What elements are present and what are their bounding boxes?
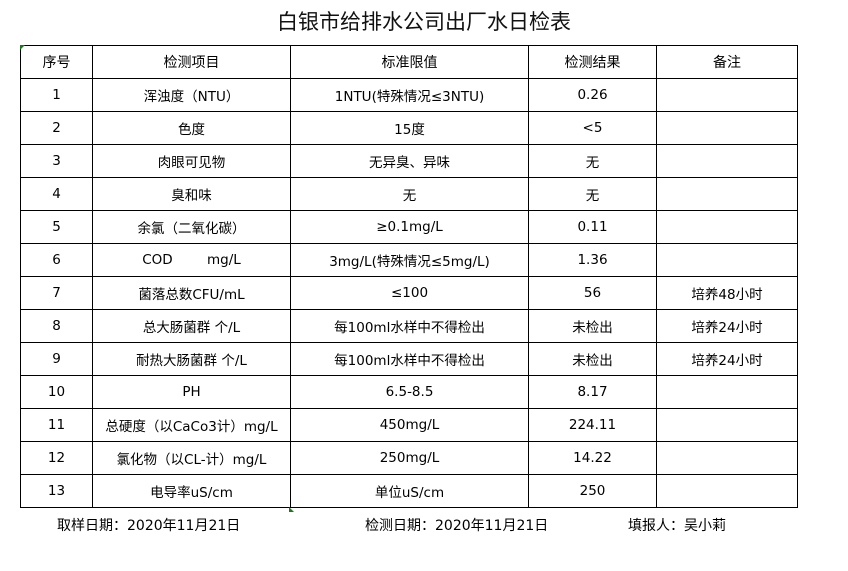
cell-result[interactable]: 224.11 (528, 408, 657, 442)
cell-item[interactable]: 总硬度（以CaCo3计）mg/L (92, 408, 291, 442)
cell-standard[interactable]: 单位uS/cm (290, 474, 529, 508)
cell-note[interactable]: 培养24小时 (656, 309, 798, 343)
cell-seq[interactable]: 8 (20, 309, 93, 343)
table-row: 10 PH 6.5-8.5 8.17 (20, 375, 798, 409)
header-row: 序号 检测项目 标准限值 检测结果 备注 (20, 45, 798, 79)
cell-note[interactable] (656, 474, 798, 508)
header-seq: 序号 (20, 45, 93, 79)
cell-standard[interactable]: 450mg/L (290, 408, 529, 442)
cell-item[interactable]: 氯化物（以CL-计）mg/L (92, 441, 291, 475)
cell-standard[interactable]: ≤100 (290, 276, 529, 310)
table-row: 13 电导率uS/cm 单位uS/cm 250 (20, 474, 798, 508)
reporter: 填报人：吴小莉 (628, 518, 726, 534)
table-row: 8 总大肠菌群 个/L 每100ml水样中不得检出 未检出 培养24小时 (20, 309, 798, 343)
sample-date: 取样日期：2020年11月21日 (57, 518, 241, 534)
cell-note[interactable] (656, 408, 798, 442)
table-row: 9 耐热大肠菌群 个/L 每100ml水样中不得检出 未检出 培养24小时 (20, 342, 798, 376)
cell-seq[interactable]: 4 (20, 177, 93, 211)
cell-note[interactable]: 培养24小时 (656, 342, 798, 376)
cell-standard[interactable]: 每100ml水样中不得检出 (290, 342, 529, 376)
test-date: 检测日期：2020年11月21日 (365, 518, 549, 534)
cell-note[interactable]: 培养48小时 (656, 276, 798, 310)
cell-result[interactable]: 14.22 (528, 441, 657, 475)
cell-seq[interactable]: 13 (20, 474, 93, 508)
cell-note[interactable] (656, 144, 798, 178)
cell-note[interactable] (656, 210, 798, 244)
table-row: 7 菌落总数CFU/mL ≤100 56 培养48小时 (20, 276, 798, 310)
cell-note[interactable] (656, 177, 798, 211)
table-row: 4 臭和味无无 (20, 177, 798, 211)
header-item: 检测项目 (92, 45, 291, 79)
cell-standard[interactable]: 15度 (290, 111, 529, 145)
cell-standard[interactable]: 1NTU(特殊情况≤3NTU) (290, 78, 529, 112)
table-row: 12 氯化物（以CL-计）mg/L 250mg/L 14.22 (20, 441, 798, 475)
cell-seq[interactable]: 1 (20, 78, 93, 112)
cell-result[interactable]: 56 (528, 276, 657, 310)
cell-item[interactable]: 菌落总数CFU/mL (92, 276, 291, 310)
cell-comment-marker (289, 507, 294, 512)
cell-result[interactable]: 0.11 (528, 210, 657, 244)
cell-result[interactable]: 无 (528, 144, 657, 178)
cell-standard[interactable]: ≥0.1mg/L (290, 210, 529, 244)
cell-item[interactable]: 耐热大肠菌群 个/L (92, 342, 291, 376)
cell-item[interactable]: 浑浊度（NTU） (92, 78, 291, 112)
header-result: 检测结果 (528, 45, 657, 79)
cell-result[interactable]: 250 (528, 474, 657, 508)
cell-result[interactable]: 无 (528, 177, 657, 211)
cell-item[interactable]: PH (92, 375, 291, 409)
cell-standard[interactable]: 无 (290, 177, 529, 211)
cell-seq[interactable]: 5 (20, 210, 93, 244)
cell-result[interactable]: 8.17 (528, 375, 657, 409)
cell-seq[interactable]: 11 (20, 408, 93, 442)
cell-seq[interactable]: 9 (20, 342, 93, 376)
cell-result[interactable]: <5 (528, 111, 657, 145)
page-title: 白银市给排水公司出厂水日检表 (277, 10, 571, 34)
cell-item[interactable]: 肉眼可见物 (92, 144, 291, 178)
header-standard: 标准限值 (290, 45, 529, 79)
cell-note[interactable] (656, 441, 798, 475)
cell-seq[interactable]: 3 (20, 144, 93, 178)
cell-standard[interactable]: 每100ml水样中不得检出 (290, 309, 529, 343)
cell-item[interactable]: 余氯（二氧化碳） (92, 210, 291, 244)
cell-item[interactable]: 电导率uS/cm (92, 474, 291, 508)
header-note: 备注 (656, 45, 798, 79)
cell-item[interactable]: 色度 (92, 111, 291, 145)
table-row: 11 总硬度（以CaCo3计）mg/L 450mg/L 224.11 (20, 408, 798, 442)
cell-note[interactable] (656, 375, 798, 409)
cell-standard[interactable]: 6.5-8.5 (290, 375, 529, 409)
cell-selection-marker (20, 45, 25, 50)
table-row: 6 COD mg/L 3mg/L(特殊情况≤5mg/L) 1.36 (20, 243, 798, 277)
cell-standard[interactable]: 250mg/L (290, 441, 529, 475)
table-row: 5 余氯（二氧化碳） ≥0.1mg/L 0.11 (20, 210, 798, 244)
table-row: 3 肉眼可见物 无异臭、异味无 (20, 144, 798, 178)
cell-item[interactable]: COD mg/L (92, 243, 291, 277)
cell-result[interactable]: 1.36 (528, 243, 657, 277)
cell-result[interactable]: 未检出 (528, 309, 657, 343)
cell-note[interactable] (656, 243, 798, 277)
cell-note[interactable] (656, 111, 798, 145)
cell-result[interactable]: 未检出 (528, 342, 657, 376)
inspection-table: 序号 检测项目 标准限值 检测结果 备注 1 浑浊度（NTU） 1NTU(特殊情况≤3NTU… (20, 45, 798, 508)
cell-item[interactable]: 总大肠菌群 个/L (92, 309, 291, 343)
cell-seq[interactable]: 2 (20, 111, 93, 145)
cell-seq[interactable]: 7 (20, 276, 93, 310)
table-row: 2 色度 15度 <5 (20, 111, 798, 145)
cell-note[interactable] (656, 78, 798, 112)
cell-result[interactable]: 0.26 (528, 78, 657, 112)
cell-standard[interactable]: 无异臭、异味 (290, 144, 529, 178)
cell-item[interactable]: 臭和味 (92, 177, 291, 211)
cell-seq[interactable]: 6 (20, 243, 93, 277)
table-row: 1 浑浊度（NTU） 1NTU(特殊情况≤3NTU) 0.26 (20, 78, 798, 112)
cell-seq[interactable]: 12 (20, 441, 93, 475)
cell-seq[interactable]: 10 (20, 375, 93, 409)
cell-standard[interactable]: 3mg/L(特殊情况≤5mg/L) (290, 243, 529, 277)
